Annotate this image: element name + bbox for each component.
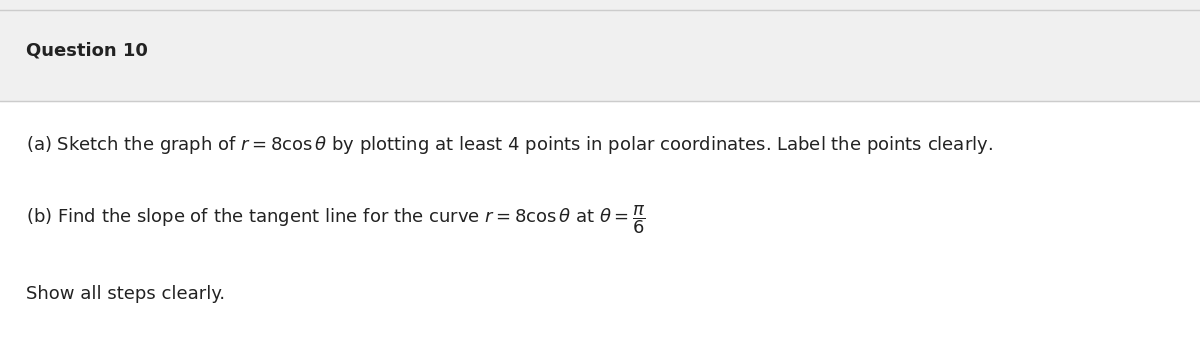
Text: Show all steps clearly.: Show all steps clearly. [26,285,226,303]
Text: (b) Find the slope of the tangent line for the curve $r = 8\cos\theta$ at $\thet: (b) Find the slope of the tangent line f… [26,203,647,236]
Text: (a) Sketch the graph of $r = 8\cos\theta$ by plotting at least 4 points in polar: (a) Sketch the graph of $r = 8\cos\theta… [26,134,994,156]
Bar [0,0,1200,101]
Text: Question 10: Question 10 [26,42,149,60]
